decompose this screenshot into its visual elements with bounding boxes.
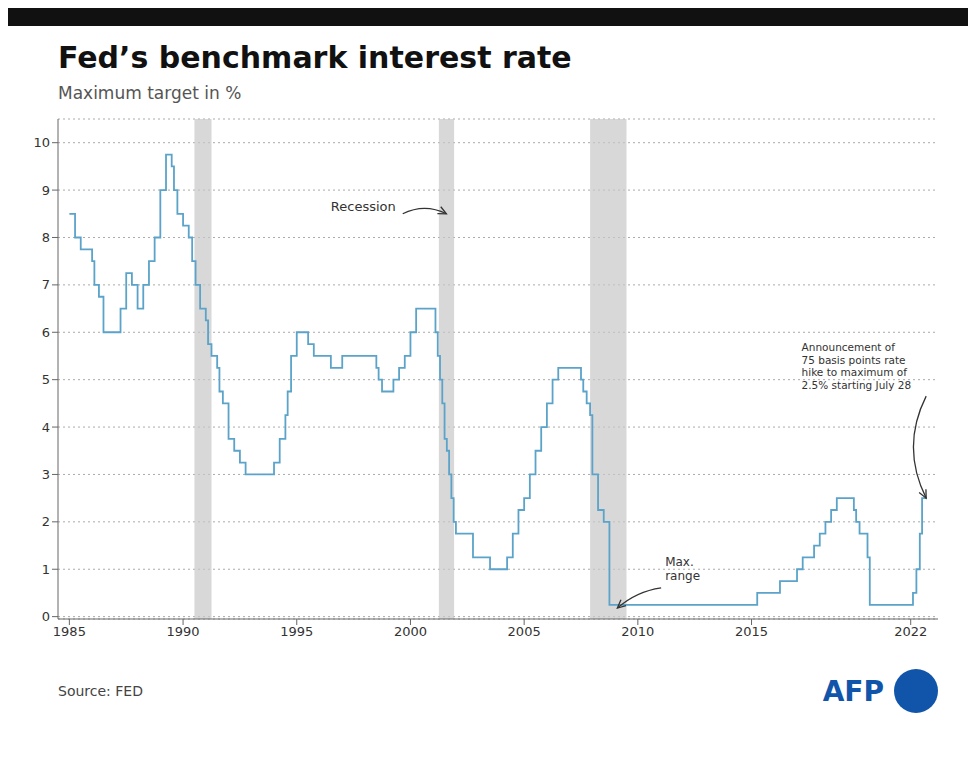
- html-text:Maximum target in %: Maximum target in %: [58, 83, 242, 103]
- html-text:AFP: AFP: [822, 674, 884, 708]
- svg-text:Announcement of75 basis points: Announcement of75 basis points ratehike …: [802, 341, 912, 391]
- svg-text:7: 7: [42, 277, 50, 292]
- svg-text:1: 1: [42, 562, 50, 577]
- svg-text:5: 5: [42, 372, 50, 387]
- html-text:Fed’s benchmark interest rate: Fed’s benchmark interest rate: [58, 40, 572, 75]
- svg-text:4: 4: [42, 420, 50, 435]
- svg-text:9: 9: [42, 183, 50, 198]
- svg-text:Max.range: Max.range: [665, 555, 700, 583]
- svg-text:1985: 1985: [53, 624, 86, 639]
- svg-text:2010: 2010: [621, 624, 654, 639]
- svg-text:2005: 2005: [508, 624, 541, 639]
- svg-text:1995: 1995: [280, 624, 313, 639]
- svg-text:2015: 2015: [735, 624, 768, 639]
- svg-text:1990: 1990: [167, 624, 200, 639]
- svg-text:2000: 2000: [394, 624, 427, 639]
- svg-text:8: 8: [42, 230, 50, 245]
- svg-text:10: 10: [33, 135, 50, 150]
- svg-text:3: 3: [42, 467, 50, 482]
- svg-text:6: 6: [42, 325, 50, 340]
- svg-text:0: 0: [42, 609, 50, 624]
- html-text:Source: FED: Source: FED: [58, 683, 143, 699]
- svg-text:2: 2: [42, 514, 50, 529]
- svg-text:Recession: Recession: [331, 199, 396, 214]
- svg-text:2022: 2022: [894, 624, 927, 639]
